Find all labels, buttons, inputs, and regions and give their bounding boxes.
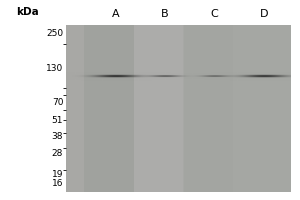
Text: A: A: [112, 9, 119, 19]
Text: B: B: [161, 9, 169, 19]
Text: D: D: [260, 9, 268, 19]
Text: C: C: [211, 9, 218, 19]
Text: kDa: kDa: [16, 7, 39, 17]
